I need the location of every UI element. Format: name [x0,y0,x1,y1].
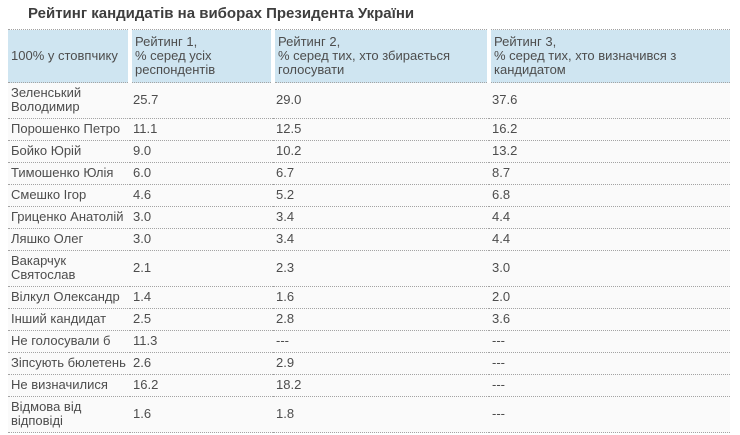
table-row: Не голосували б 11.3 --- --- [8,330,730,353]
rating2-value: 2.3 [273,250,489,287]
candidate-name: Зеленський Володимир [8,82,130,119]
rating3-value: 8.7 [489,162,730,185]
rating2-value: 18.2 [273,374,489,397]
rating2-value: 12.5 [273,118,489,141]
rating1-value: 2.5 [130,308,273,331]
rating2-value: --- [273,330,489,353]
rating1-value: 3.0 [130,228,273,251]
rating3-value: 37.6 [489,82,730,119]
rating3-value: 6.8 [489,184,730,207]
table-row: Вілкул Олександр 1.4 1.6 2.0 [8,286,730,309]
rating3-value: 4.4 [489,206,730,229]
rating1-value: 1.4 [130,286,273,309]
candidate-name: Зіпсують бюлетень [8,352,130,375]
column-header-base: 100% у стовпчику [8,29,130,83]
rating3-value: 3.6 [489,308,730,331]
table-row: Інший кандидат 2.5 2.8 3.6 [8,308,730,331]
rating3-value: 4.4 [489,228,730,251]
rating2-value: 1.6 [273,286,489,309]
rating2-value: 10.2 [273,140,489,163]
candidate-name: Бойко Юрій [8,140,130,163]
rating1-value: 16.2 [130,374,273,397]
candidate-name: Тимошенко Юлія [8,162,130,185]
table-row: Вакарчук Святослав 2.1 2.3 3.0 [8,250,730,287]
rating1-value: 1.6 [130,396,273,433]
candidate-name: Ляшко Олег [8,228,130,251]
rating2-value: 1.8 [273,396,489,433]
rating2-value: 2.9 [273,352,489,375]
table-row: Гриценко Анатолій 3.0 3.4 4.4 [8,206,730,229]
candidate-name: Гриценко Анатолій [8,206,130,229]
rating1-value: 11.1 [130,118,273,141]
rating2-value: 6.7 [273,162,489,185]
rating1-value: 2.6 [130,352,273,375]
candidate-name: Відмова від відповіді [8,396,130,433]
page: Рейтинг кандидатів на виборах Президента… [0,6,740,433]
rating3-value: 13.2 [489,140,730,163]
rating1-value: 11.3 [130,330,273,353]
rating3-value: --- [489,352,730,375]
candidate-name: Не голосували б [8,330,130,353]
column-header-rating2: Рейтинг 2, % серед тих, хто збирається г… [271,29,489,83]
candidate-name: Вакарчук Святослав [8,250,130,287]
candidate-name: Смешко Ігор [8,184,130,207]
table-row: Зеленський Володимир 25.7 29.0 37.6 [8,82,730,119]
table-row: Відмова від відповіді 1.6 1.8 --- [8,396,730,433]
table-row: Тимошенко Юлія 6.0 6.7 8.7 [8,162,730,185]
candidate-name: Порошенко Петро [8,118,130,141]
rating2-value: 29.0 [273,82,489,119]
table-row: Ляшко Олег 3.0 3.4 4.4 [8,228,730,251]
page-title: Рейтинг кандидатів на виборах Президента… [28,5,415,22]
rating1-value: 9.0 [130,140,273,163]
column-header-rating3: Рейтинг 3, % серед тих, хто визначився з… [487,29,730,83]
table-row: Порошенко Петро 11.1 12.5 16.2 [8,118,730,141]
rating2-value: 5.2 [273,184,489,207]
rating3-value: --- [489,396,730,433]
rating1-value: 2.1 [130,250,273,287]
rating2-value: 3.4 [273,206,489,229]
rating3-value: 3.0 [489,250,730,287]
candidate-name: Інший кандидат [8,308,130,331]
candidate-name: Не визначилися [8,374,130,397]
rating1-value: 3.0 [130,206,273,229]
table-row: Бойко Юрій 9.0 10.2 13.2 [8,140,730,163]
table-row: Зіпсують бюлетень 2.6 2.9 --- [8,352,730,375]
rating1-value: 6.0 [130,162,273,185]
table-row: Смешко Ігор 4.6 5.2 6.8 [8,184,730,207]
table-row: Не визначилися 16.2 18.2 --- [8,374,730,397]
candidate-name: Вілкул Олександр [8,286,130,309]
column-header-rating1: Рейтинг 1, % серед усіх респондентів [128,29,273,83]
rating3-value: --- [489,330,730,353]
rating3-value: 16.2 [489,118,730,141]
ratings-table: 100% у стовпчику Рейтинг 1, % серед усіх… [8,29,730,433]
table-header-row: 100% у стовпчику Рейтинг 1, % серед усіх… [8,29,730,83]
rating2-value: 2.8 [273,308,489,331]
rating2-value: 3.4 [273,228,489,251]
rating1-value: 25.7 [130,82,273,119]
rating3-value: 2.0 [489,286,730,309]
rating1-value: 4.6 [130,184,273,207]
rating3-value: --- [489,374,730,397]
